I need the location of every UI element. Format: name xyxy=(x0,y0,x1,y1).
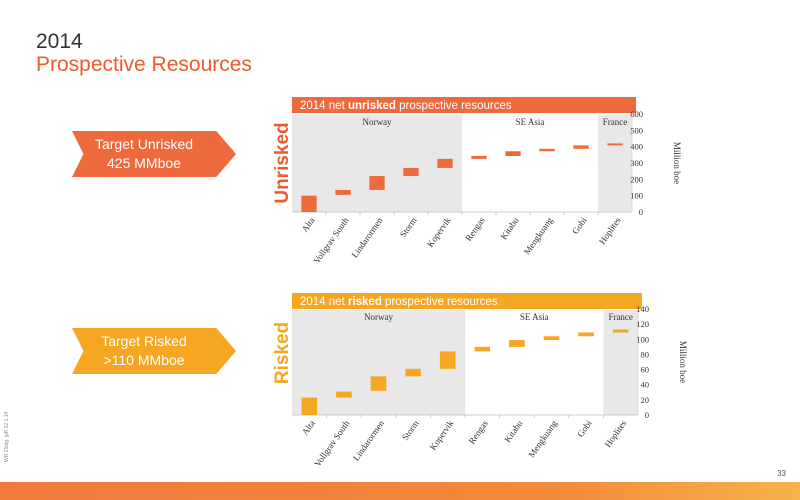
chart-1-category-label: Hoplites xyxy=(603,418,629,449)
chart-1-bar-2 xyxy=(370,376,387,391)
chart-0-category-label: Hoplites xyxy=(597,215,623,246)
chart-1-region-shade-0 xyxy=(292,310,465,415)
chart-0-bar-4 xyxy=(437,158,453,168)
chart-1-y-tick-label: 20 xyxy=(641,395,650,405)
chart-1-category-label: Lindarormen xyxy=(351,418,386,463)
chart-0-y-tick-label: 600 xyxy=(630,109,643,119)
target-risked-line1: Target Risked xyxy=(101,333,187,349)
chart-0-category-label: Lindarormen xyxy=(349,215,384,260)
chart-1-bar-8 xyxy=(578,332,594,337)
chart-1-category-label: Kitabu xyxy=(502,418,525,444)
chart-1-region-shade-2 xyxy=(603,310,638,415)
chart-0-category-label: Kitabu xyxy=(498,215,521,241)
slide-title: Prospective Resources xyxy=(36,53,252,76)
chart-1-bar-6 xyxy=(509,340,525,347)
chart-1-y-tick-label: 100 xyxy=(636,334,649,344)
chart-1-title: 2014 net risked prospective resources xyxy=(300,296,498,308)
chart-0-bar-0 xyxy=(301,195,317,212)
chart-0-bar-7 xyxy=(539,148,555,152)
chart-1-category-label: Alta xyxy=(300,418,317,436)
chart-0-region-shade-0 xyxy=(292,115,462,212)
chart-1-category-label: Vollgrav South xyxy=(312,418,352,468)
chart-0-y-tick-label: 400 xyxy=(630,142,643,152)
chart-0-title: 2014 net unrisked prospective resources xyxy=(300,100,512,112)
chart-0-y-tick-label: 300 xyxy=(630,158,643,168)
chart-0-y-tick-label: 100 xyxy=(630,191,643,201)
chart-0-bar-6 xyxy=(505,151,521,156)
chart-1-bar-4 xyxy=(439,351,456,369)
page-number: 33 xyxy=(777,469,786,478)
chart-1-bar-1 xyxy=(336,391,352,398)
chart-0-category-label: Vollgrav South xyxy=(311,215,351,265)
chart-0-region-shade-2 xyxy=(598,115,632,212)
slide-year: 2014 xyxy=(36,30,83,53)
chart-0-bar-5 xyxy=(471,155,487,159)
chart-1-y-tick-label: 80 xyxy=(641,349,650,359)
chart-1-bar-7 xyxy=(543,336,560,341)
target-risked-arrow: Target Risked >110 MMboe xyxy=(72,328,236,374)
chart-0-bar-8 xyxy=(573,145,589,149)
footer-bar xyxy=(0,482,800,500)
chart-1-category-label: Kopervik xyxy=(428,418,456,452)
chart-1-region-label-2: France xyxy=(608,312,633,322)
chart-1-region-label-1: SE Asia xyxy=(520,312,549,322)
chart-1-y-tick-label: 0 xyxy=(645,410,649,420)
chart-1-y-tick-label: 120 xyxy=(636,319,649,329)
chart-0-region-label-2: France xyxy=(603,117,628,127)
chart-0-y-label: Million boe xyxy=(672,142,682,184)
chart-1-y-tick-label: 60 xyxy=(641,365,650,375)
chart-0-header-bar xyxy=(292,97,636,113)
target-unrisked-arrow: Target Unrisked 425 MMboe xyxy=(72,131,236,177)
chart-1-bar-5 xyxy=(474,346,491,352)
chart-0-category-label: Storm xyxy=(398,215,419,239)
chart-0-bar-1 xyxy=(335,189,351,195)
chart-0-category-label: Gobi xyxy=(570,215,589,236)
chart-1-header-bar xyxy=(292,293,642,309)
chart-0-bar-3 xyxy=(403,167,419,177)
chart-1-category-label: Storm xyxy=(400,418,421,442)
chart-0-y-tick-label: 500 xyxy=(630,125,643,135)
chart-0-bar-2 xyxy=(369,176,385,190)
chart-0-bar-9 xyxy=(607,143,623,146)
target-unrisked-line2: 425 MMboe xyxy=(107,155,181,171)
chart-1-category-label: Gobi xyxy=(575,418,594,439)
chart-1-y-label: Million boe xyxy=(678,341,688,383)
chart-1-y-tick-label: 140 xyxy=(636,304,649,314)
chart-0-category-label: Kopervik xyxy=(425,215,453,249)
target-risked-line2: >110 MMboe xyxy=(103,352,185,368)
target-unrisked-line1: Target Unrisked xyxy=(94,136,194,152)
charts-canvas: 2014 net unrisked prospective resources N… xyxy=(292,97,688,468)
chart-1-bar-9 xyxy=(612,329,629,333)
chart-1-y-tick-label: 40 xyxy=(641,380,650,390)
chart-1-region-label-0: Norway xyxy=(364,312,393,322)
chart-1-category-label: Rengas xyxy=(467,418,491,446)
chart-1-bar-3 xyxy=(405,368,421,377)
chart-0-region-label-0: Norway xyxy=(363,117,392,127)
side-note: WR 21blg. jpR 22.1.14 xyxy=(4,411,10,462)
chart-0-y-tick-label: 200 xyxy=(630,174,643,184)
chart-0-category-label: Mengkuang xyxy=(522,215,555,256)
chart-0-category-label: Alta xyxy=(300,215,317,233)
chart-1-category-label: Mengkuang xyxy=(526,418,559,459)
chart-0-category-label: Rengas xyxy=(463,215,487,243)
chart-0-y-tick-label: 0 xyxy=(639,207,643,217)
chart-1-bar-0 xyxy=(301,397,318,415)
chart-0-region-label-1: SE Asia xyxy=(516,117,545,127)
